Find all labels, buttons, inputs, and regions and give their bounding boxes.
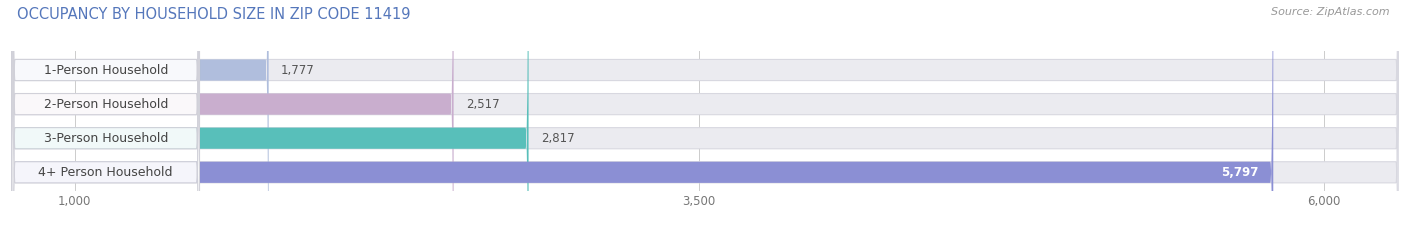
Text: 2,517: 2,517 xyxy=(467,98,499,111)
FancyBboxPatch shape xyxy=(13,0,200,233)
FancyBboxPatch shape xyxy=(13,0,1399,233)
FancyBboxPatch shape xyxy=(13,0,200,233)
FancyBboxPatch shape xyxy=(13,0,1399,233)
Text: 3-Person Household: 3-Person Household xyxy=(44,132,167,145)
Text: 1-Person Household: 1-Person Household xyxy=(44,64,167,76)
FancyBboxPatch shape xyxy=(13,0,1399,233)
Text: 2,817: 2,817 xyxy=(541,132,575,145)
Text: 5,797: 5,797 xyxy=(1220,166,1258,179)
Text: OCCUPANCY BY HOUSEHOLD SIZE IN ZIP CODE 11419: OCCUPANCY BY HOUSEHOLD SIZE IN ZIP CODE … xyxy=(17,7,411,22)
Text: Source: ZipAtlas.com: Source: ZipAtlas.com xyxy=(1271,7,1389,17)
FancyBboxPatch shape xyxy=(13,0,1274,233)
Text: 2-Person Household: 2-Person Household xyxy=(44,98,167,111)
FancyBboxPatch shape xyxy=(13,0,200,233)
FancyBboxPatch shape xyxy=(13,0,529,233)
FancyBboxPatch shape xyxy=(13,0,454,233)
Text: 1,777: 1,777 xyxy=(281,64,315,76)
FancyBboxPatch shape xyxy=(13,0,1399,233)
FancyBboxPatch shape xyxy=(13,0,269,233)
FancyBboxPatch shape xyxy=(13,0,200,233)
Text: 4+ Person Household: 4+ Person Household xyxy=(38,166,173,179)
